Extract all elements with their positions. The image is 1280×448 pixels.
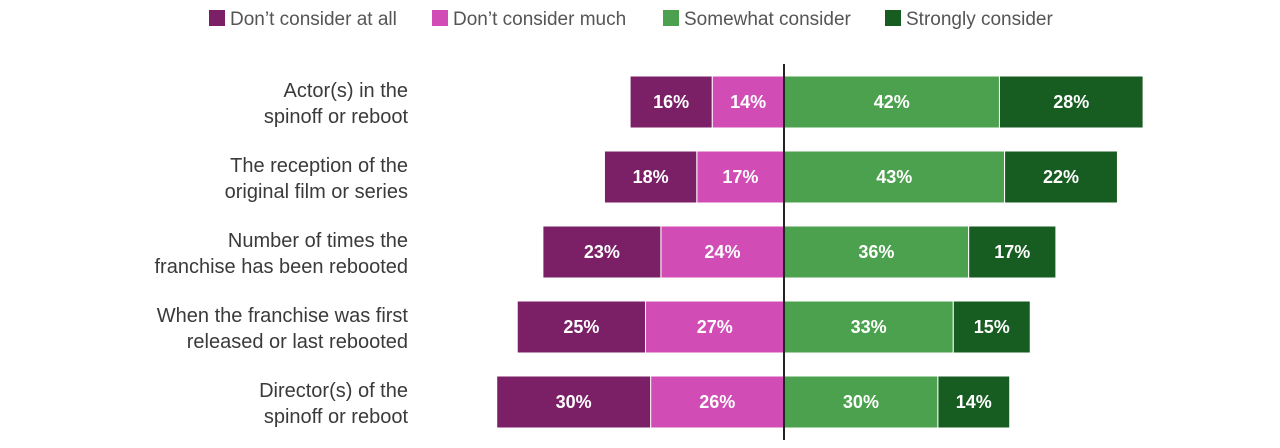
- bar-label-s4-r5: 14%: [956, 392, 992, 412]
- bars: 14% 16% 42% 28% 17% 18% 43% 22% 24% 23% 36% 17% 27% 2…: [496, 75, 1144, 429]
- category-label-4-line-2: released or last rebooted: [187, 331, 408, 353]
- legend-label-3: Somewhat consider: [684, 9, 852, 30]
- bar-segment-s1-r2: [603, 150, 698, 204]
- bar-segment-s2-r4: [644, 300, 785, 354]
- category-label-5-line-2: spinoff or reboot: [264, 406, 409, 428]
- bar-segment-s1-r3: [542, 225, 662, 279]
- bar-segment-s3-r1: [783, 75, 1000, 129]
- bar-segment-s1-r1: [629, 75, 713, 129]
- category-label-3-line-1: Number of times the: [228, 230, 408, 252]
- bar-label-s3-r3: 36%: [858, 242, 894, 262]
- bar-segment-s3-r5: [783, 375, 939, 429]
- bar-label-s3-r4: 33%: [851, 317, 887, 337]
- category-label-1-line-1: Actor(s) in the: [284, 80, 408, 102]
- category-label-5-line-1: Director(s) of the: [259, 380, 408, 402]
- bar-label-s4-r1: 28%: [1053, 92, 1089, 112]
- legend-swatch-1: [209, 10, 225, 26]
- legend-swatch-4: [885, 10, 901, 26]
- category-label-2-line-2: original film or series: [225, 181, 408, 203]
- bar-label-s2-r3: 24%: [704, 242, 740, 262]
- bar-segment-s1-r5: [496, 375, 652, 429]
- bar-label-s3-r2: 43%: [876, 167, 912, 187]
- bar-label-s1-r3: 23%: [584, 242, 620, 262]
- category-labels: Actor(s) in the spinoff or reboot The rece…: [154, 80, 408, 428]
- bar-segment-s4-r1: [998, 75, 1144, 129]
- bar-label-s1-r5: 30%: [556, 392, 592, 412]
- bar-label-s1-r4: 25%: [563, 317, 599, 337]
- bar-label-s2-r2: 17%: [722, 167, 758, 187]
- legend-label-1: Don’t consider at all: [230, 9, 397, 30]
- bar-segment-s4-r2: [1004, 150, 1118, 204]
- legend-swatch-3: [663, 10, 679, 26]
- bar-label-s4-r2: 22%: [1043, 167, 1079, 187]
- category-label-1-line-2: spinoff or reboot: [264, 106, 409, 128]
- bar-label-s2-r1: 14%: [730, 92, 766, 112]
- bar-segment-s1-r4: [516, 300, 646, 354]
- bar-label-s2-r5: 26%: [699, 392, 735, 412]
- category-label-3-line-2: franchise has been rebooted: [154, 256, 408, 278]
- bar-segment-s2-r1: [711, 75, 785, 129]
- bar-segment-s4-r5: [937, 375, 1011, 429]
- bar-segment-s4-r3: [968, 225, 1057, 279]
- bar-label-s1-r2: 18%: [633, 167, 669, 187]
- bar-segment-s4-r4: [952, 300, 1031, 354]
- legend-label-4: Strongly consider: [906, 9, 1053, 30]
- bar-label-s2-r4: 27%: [697, 317, 733, 337]
- bar-label-s4-r3: 17%: [994, 242, 1030, 262]
- bar-segment-s3-r2: [783, 150, 1006, 204]
- legend-swatch-2: [432, 10, 448, 26]
- bar-label-s4-r4: 15%: [974, 317, 1010, 337]
- bar-segment-s2-r2: [696, 150, 785, 204]
- category-label-4-line-1: When the franchise was first: [157, 305, 409, 327]
- category-label-2-line-1: The reception of the: [230, 155, 408, 177]
- bar-label-s1-r1: 16%: [653, 92, 689, 112]
- bar-label-s3-r1: 42%: [874, 92, 910, 112]
- legend-label-2: Don’t consider much: [453, 9, 626, 30]
- bar-label-s3-r5: 30%: [843, 392, 879, 412]
- legend: Don’t consider at all Don’t consider much…: [209, 9, 1053, 30]
